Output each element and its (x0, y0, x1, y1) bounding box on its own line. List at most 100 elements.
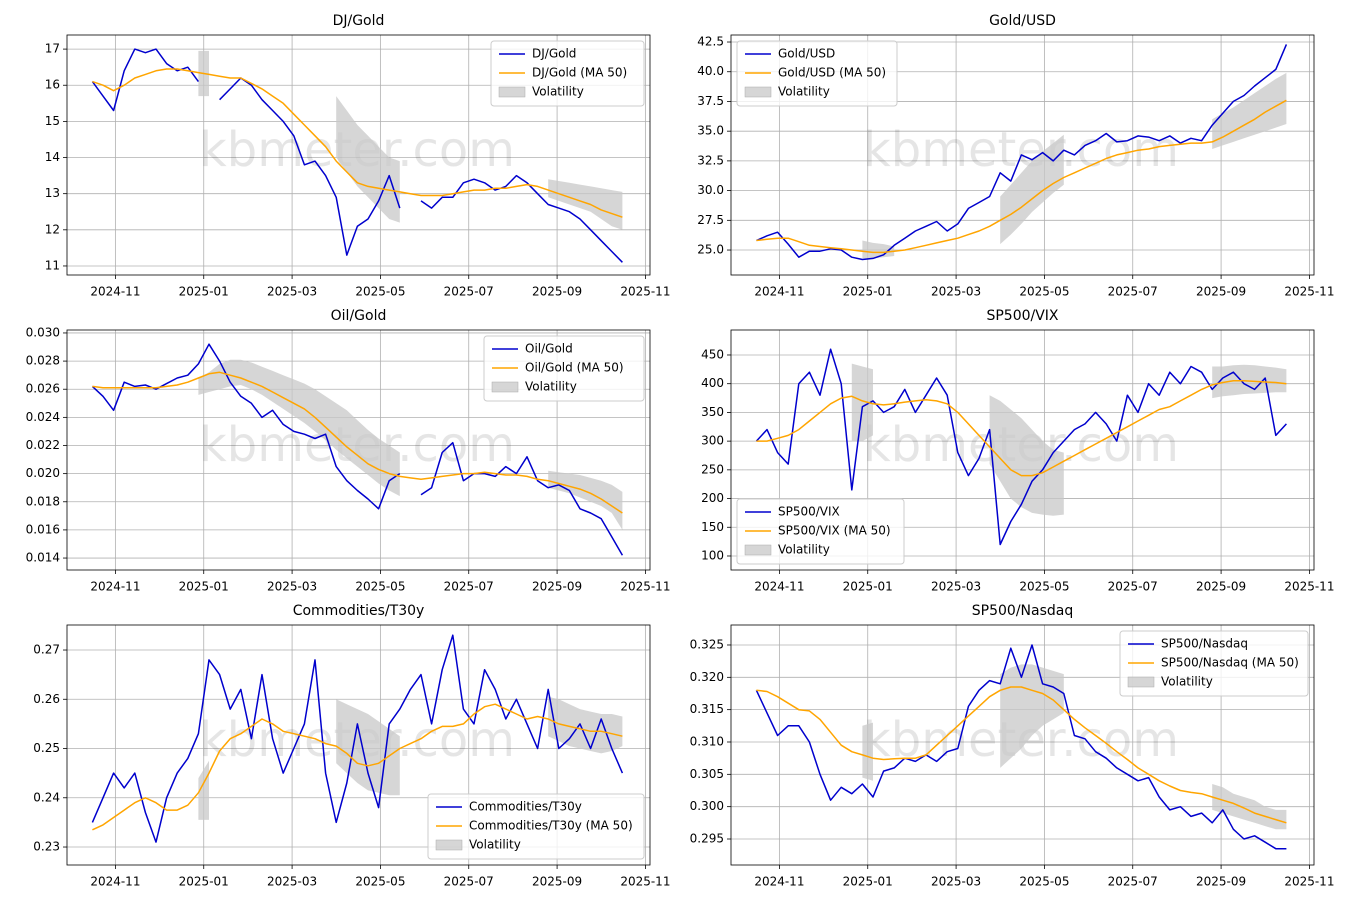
x-tick-label: 2025-07 (444, 580, 494, 594)
x-tick-label: 2025-07 (1108, 875, 1158, 889)
chart-title: SP500/VIX (986, 308, 1058, 324)
y-tick-label: 0.030 (26, 325, 60, 339)
y-tick-label: 25.0 (697, 243, 724, 257)
y-tick-label: 250 (701, 462, 724, 476)
legend-label: SP500/VIX (778, 505, 840, 519)
legend-label: Oil/Gold (525, 342, 573, 356)
volatility-band (198, 359, 623, 530)
y-tick-label: 0.300 (690, 799, 724, 813)
series-line (92, 371, 623, 514)
y-tick-label: 450 (701, 347, 724, 361)
x-tick-label: 2025-01 (179, 285, 229, 299)
plot-frame (66, 624, 651, 866)
y-tick-label: 42.5 (697, 35, 724, 49)
chart-title: Gold/USD (989, 13, 1056, 29)
plot-frame (730, 624, 1315, 866)
x-tick-label: 2025-01 (843, 580, 893, 594)
x-tick-label: 2025-05 (1019, 875, 1069, 889)
x-tick-label: 2025-09 (1196, 580, 1246, 594)
x-tick-label: 2025-11 (1284, 580, 1334, 594)
chart-title: Oil/Gold (331, 308, 387, 324)
y-tick-label: 35.0 (697, 124, 724, 138)
y-tick-label: 11 (45, 258, 60, 272)
x-tick-label: 2025-03 (931, 285, 981, 299)
series-line (755, 348, 1287, 546)
y-tick-label: 0.020 (26, 466, 60, 480)
y-tick-label: 0.23 (33, 840, 60, 854)
legend-label: Volatility (525, 380, 577, 394)
x-tick-label: 2025-05 (1019, 285, 1069, 299)
legend-box (1119, 630, 1309, 697)
x-tick-label: 2025-11 (620, 875, 670, 889)
series-line (92, 68, 623, 218)
legend-box (427, 793, 645, 860)
y-tick-label: 30.0 (697, 183, 724, 197)
series-line (91, 634, 624, 843)
x-tick-label: 2025-09 (532, 285, 582, 299)
legend-box (736, 40, 898, 107)
series-line (755, 644, 1287, 850)
y-tick-label: 40.0 (697, 64, 724, 78)
y-tick-label: 17 (45, 42, 60, 56)
y-tick-label: 0.026 (26, 382, 60, 396)
x-tick-label: 2024-11 (754, 285, 804, 299)
y-tick-label: 150 (701, 520, 724, 534)
legend-swatch (744, 86, 772, 98)
y-tick-label: 0.022 (26, 438, 60, 452)
y-tick-label: 0.24 (33, 790, 60, 804)
y-tick-label: 27.5 (697, 213, 724, 227)
legend-label: SP500/VIX (MA 50) (778, 524, 891, 538)
legend-box (483, 335, 645, 402)
y-tick-label: 200 (701, 491, 724, 505)
x-tick-label: 2024-11 (90, 285, 140, 299)
x-tick-label: 2025-01 (179, 580, 229, 594)
legend-label: Volatility (778, 543, 830, 557)
x-tick-label: 2025-03 (267, 285, 317, 299)
legend-label: Oil/Gold (MA 50) (525, 361, 624, 375)
y-tick-label: 100 (701, 548, 724, 562)
y-tick-label: 14 (45, 150, 60, 164)
y-tick-label: 0.325 (690, 637, 724, 651)
volatility-band (198, 696, 623, 820)
y-tick-label: 0.024 (26, 410, 60, 424)
y-tick-label: 350 (701, 405, 724, 419)
x-tick-label: 2025-05 (1019, 580, 1069, 594)
legend-label: Gold/USD (778, 47, 835, 61)
x-tick-label: 2025-01 (843, 875, 893, 889)
x-tick-label: 2025-11 (1284, 285, 1334, 299)
legend-label: SP500/Nasdaq (MA 50) (1161, 656, 1299, 670)
plot-frame (66, 34, 651, 276)
x-tick-label: 2024-11 (754, 580, 804, 594)
legend-label: Volatility (532, 85, 584, 99)
chart-title: SP500/Nasdaq (972, 603, 1073, 619)
series-line (91, 343, 624, 556)
legend-box (736, 498, 905, 565)
series-line (756, 380, 1287, 477)
series-line (756, 686, 1287, 824)
y-tick-label: 0.016 (26, 522, 60, 536)
x-tick-label: 2024-11 (90, 580, 140, 594)
y-tick-label: 0.25 (33, 741, 60, 755)
y-tick-label: 13 (45, 186, 60, 200)
chart-title: Commodities/T30y (293, 603, 425, 619)
y-tick-label: 300 (701, 434, 724, 448)
chart-title: DJ/Gold (333, 13, 385, 29)
legend-label: Volatility (469, 838, 521, 852)
y-tick-label: 0.315 (690, 702, 724, 716)
y-tick-label: 0.26 (33, 692, 60, 706)
legend-label: Commodities/T30y (MA 50) (469, 819, 633, 833)
series-line (756, 99, 1287, 254)
legend-label: Volatility (778, 85, 830, 99)
legend-label: Gold/USD (MA 50) (778, 66, 886, 80)
y-tick-label: 0.310 (690, 734, 724, 748)
legend-swatch (435, 839, 463, 851)
y-tick-label: 0.305 (690, 767, 724, 781)
x-tick-label: 2024-11 (754, 875, 804, 889)
y-tick-label: 37.5 (697, 94, 724, 108)
y-tick-label: 0.320 (690, 670, 724, 684)
legend-swatch (498, 86, 526, 98)
x-tick-label: 2025-03 (931, 580, 981, 594)
y-tick-label: 0.018 (26, 494, 60, 508)
x-tick-label: 2025-03 (931, 875, 981, 889)
